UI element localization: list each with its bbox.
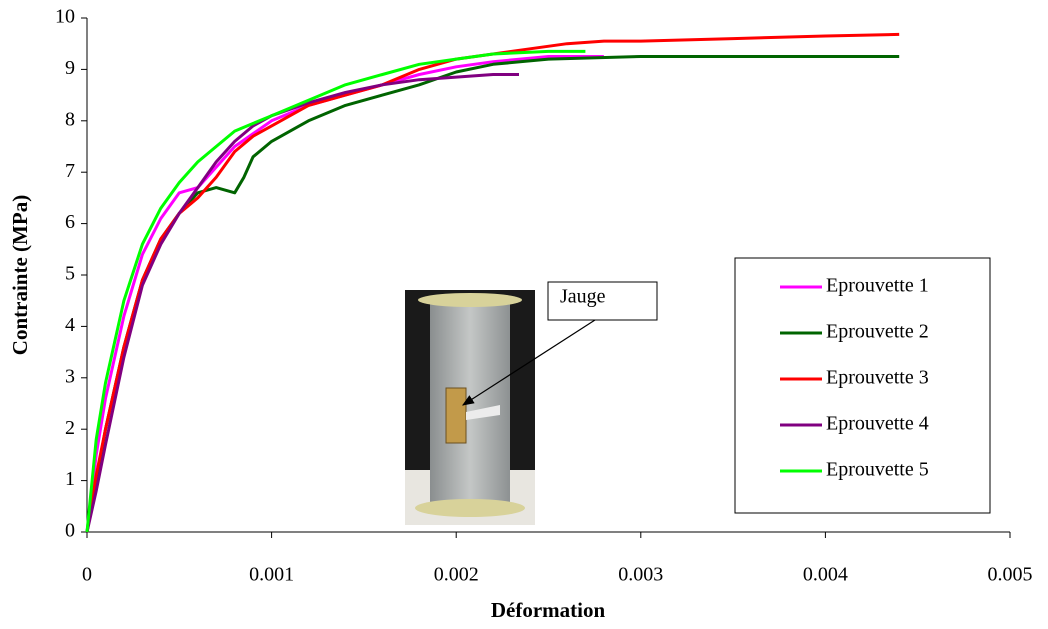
legend-label: Eprouvette 5 (826, 459, 929, 481)
y-tick-label: 2 (65, 417, 75, 439)
series-line (85, 32, 900, 533)
y-tick-label: 1 (65, 468, 75, 490)
x-tick-label: 0.004 (803, 564, 848, 586)
y-tick-label: 7 (65, 160, 75, 182)
y-tick-label: 0 (65, 520, 75, 542)
y-tick-label: 6 (65, 211, 75, 233)
y-tick-label: 3 (65, 365, 75, 387)
x-tick-label: 0.001 (249, 564, 294, 586)
x-tick-label: 0 (82, 564, 92, 586)
annotation-box (547, 281, 658, 321)
inset-photo (405, 290, 535, 525)
annotation: Jauge (560, 286, 606, 308)
legend-label: Eprouvette 4 (826, 413, 929, 435)
y-tick-label: 9 (65, 57, 75, 79)
y-tick-label: 4 (65, 314, 75, 336)
x-tick-label: 0.002 (434, 564, 479, 586)
x-tick-label: 0.005 (988, 564, 1033, 586)
legend-label: Eprouvette 2 (826, 321, 929, 343)
annotation-arrow (461, 319, 596, 406)
y-tick-label: 8 (65, 108, 75, 130)
y-axis-title: Contrainte (MPa) (8, 195, 32, 355)
x-axis-title: Déformation (491, 598, 606, 622)
series-line (85, 73, 519, 533)
legend-label: Eprouvette 1 (826, 275, 929, 297)
y-tick-label: 5 (65, 263, 75, 285)
series-line (85, 49, 586, 533)
x-tick-label: 0.003 (618, 564, 663, 586)
legend-box (734, 257, 991, 514)
legend-label: Eprouvette 3 (826, 367, 929, 389)
y-tick-label: 10 (55, 6, 75, 28)
series-line (85, 55, 604, 533)
